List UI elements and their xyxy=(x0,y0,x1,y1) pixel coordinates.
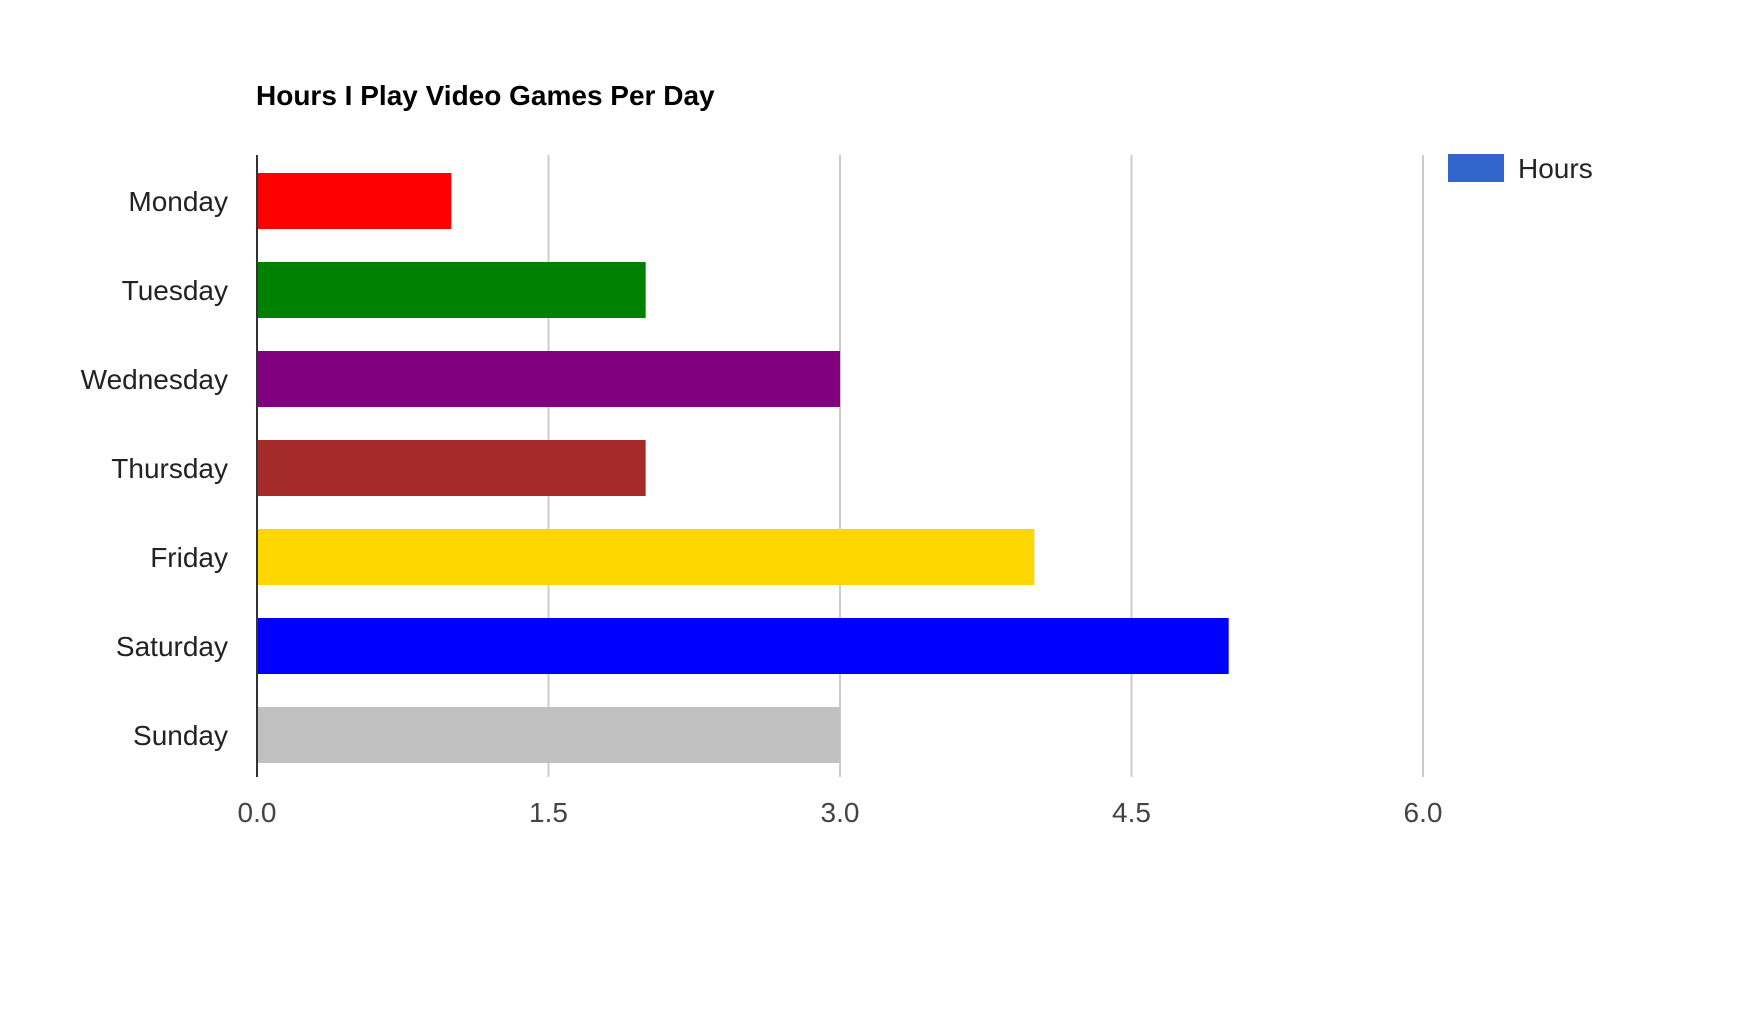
category-label: Tuesday xyxy=(122,275,228,306)
bars xyxy=(257,173,1229,763)
bar-saturday xyxy=(257,618,1229,674)
bar-sunday xyxy=(257,707,840,763)
category-label: Sunday xyxy=(133,720,228,751)
bar-thursday xyxy=(257,440,646,496)
category-label: Friday xyxy=(150,542,228,573)
category-label: Saturday xyxy=(116,631,228,662)
x-tick-label: 4.5 xyxy=(1112,797,1151,828)
bar-monday xyxy=(257,173,452,229)
bar-friday xyxy=(257,529,1035,585)
bar-tuesday xyxy=(257,262,646,318)
x-tick-label: 3.0 xyxy=(821,797,860,828)
category-label: Thursday xyxy=(111,453,228,484)
category-label: Monday xyxy=(128,186,228,217)
category-label: Wednesday xyxy=(81,364,228,395)
tick-labels: 0.0 1.5 3.0 4.5 6.0 xyxy=(238,797,1443,828)
legend-swatch-hours xyxy=(1448,154,1504,182)
x-tick-label: 6.0 xyxy=(1404,797,1443,828)
x-tick-label: 0.0 xyxy=(238,797,277,828)
x-tick-label: 1.5 xyxy=(529,797,568,828)
legend: Hours xyxy=(1448,153,1593,184)
gridlines xyxy=(547,155,1424,777)
category-labels: Monday Tuesday Wednesday Thursday Friday Satu… xyxy=(81,186,228,751)
legend-label-hours: Hours xyxy=(1518,153,1593,184)
chart-title: Hours I Play Video Games Per Day xyxy=(256,80,715,111)
bar-wednesday xyxy=(257,351,840,407)
